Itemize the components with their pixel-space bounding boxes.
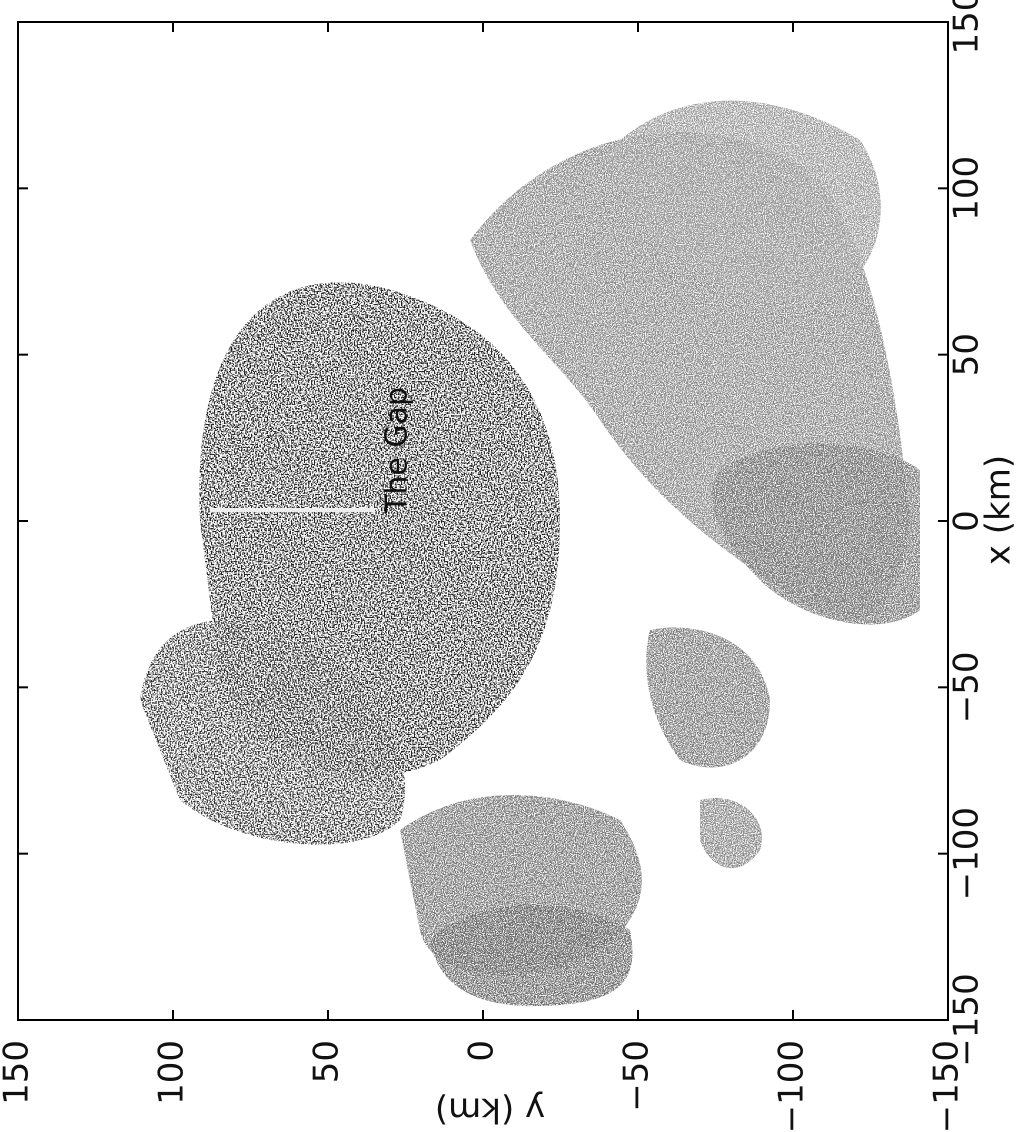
page: {"chart_data": { "type": "radar-field", … [0,0,1018,1132]
x-tick-label: 100 [947,156,987,221]
echo-region [430,905,632,1007]
y-tick-label: 0 [462,1040,502,1062]
echo-region [712,444,920,625]
echo-region [700,798,762,868]
y-tick-label: −50 [617,1040,657,1112]
annotation: The Gap [380,387,415,514]
radar-field [140,101,920,1007]
x-tick-label: 0 [947,510,987,532]
y-tick-label: 50 [307,1040,347,1083]
y-tick-label: 150 [0,1040,37,1105]
echo-region [646,628,770,768]
y-axis-label: y (km) [435,1090,545,1130]
x-tick-label: 150 [947,0,987,54]
x-axis-label: x (km) [979,455,1018,565]
chart: The Gap x (km) y (km) −150 −100 −50 0 50 100 1… [0,0,1018,1132]
x-tick-label: 50 [947,333,987,376]
x-tick-label: −50 [947,651,987,723]
y-tick-label: −150 [927,1040,967,1132]
x-tick-label: −100 [947,807,987,900]
y-tick-label: 100 [152,1040,192,1105]
y-tick-label: −100 [772,1040,812,1132]
